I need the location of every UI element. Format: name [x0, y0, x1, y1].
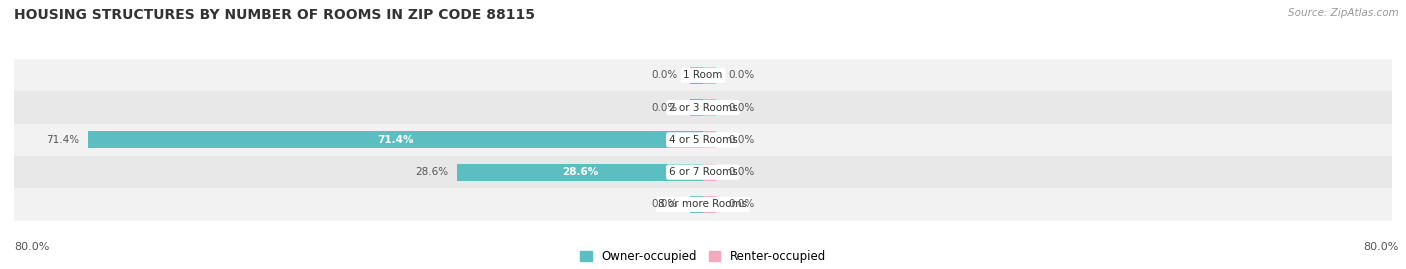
Text: 71.4%: 71.4%: [46, 135, 80, 145]
Bar: [14, 188, 1392, 221]
Legend: Owner-occupied, Renter-occupied: Owner-occupied, Renter-occupied: [579, 250, 827, 263]
Text: 28.6%: 28.6%: [415, 167, 449, 177]
Bar: [457, 164, 703, 180]
Bar: [703, 132, 716, 148]
Text: 4 or 5 Rooms: 4 or 5 Rooms: [669, 135, 737, 145]
Text: 0.0%: 0.0%: [651, 102, 678, 113]
Bar: [14, 59, 1392, 91]
Text: 2 or 3 Rooms: 2 or 3 Rooms: [669, 102, 737, 113]
Bar: [14, 124, 1392, 156]
Text: 80.0%: 80.0%: [14, 242, 49, 252]
Text: 0.0%: 0.0%: [728, 102, 755, 113]
Bar: [690, 99, 703, 116]
Text: 0.0%: 0.0%: [728, 199, 755, 210]
Bar: [14, 156, 1392, 188]
Text: 0.0%: 0.0%: [728, 167, 755, 177]
Text: 71.4%: 71.4%: [377, 135, 413, 145]
Text: 1 Room: 1 Room: [683, 70, 723, 80]
Text: 6 or 7 Rooms: 6 or 7 Rooms: [669, 167, 737, 177]
Text: HOUSING STRUCTURES BY NUMBER OF ROOMS IN ZIP CODE 88115: HOUSING STRUCTURES BY NUMBER OF ROOMS IN…: [14, 8, 536, 22]
Bar: [703, 67, 716, 84]
Bar: [14, 91, 1392, 124]
Text: 80.0%: 80.0%: [1364, 242, 1399, 252]
Text: 8 or more Rooms: 8 or more Rooms: [658, 199, 748, 210]
Bar: [703, 164, 716, 180]
Text: 0.0%: 0.0%: [728, 70, 755, 80]
Text: Source: ZipAtlas.com: Source: ZipAtlas.com: [1288, 8, 1399, 18]
Text: 0.0%: 0.0%: [651, 199, 678, 210]
Text: 0.0%: 0.0%: [651, 70, 678, 80]
Bar: [89, 132, 703, 148]
Text: 0.0%: 0.0%: [728, 135, 755, 145]
Bar: [690, 196, 703, 213]
Text: 28.6%: 28.6%: [562, 167, 598, 177]
Bar: [703, 99, 716, 116]
Bar: [703, 196, 716, 213]
Bar: [690, 67, 703, 84]
